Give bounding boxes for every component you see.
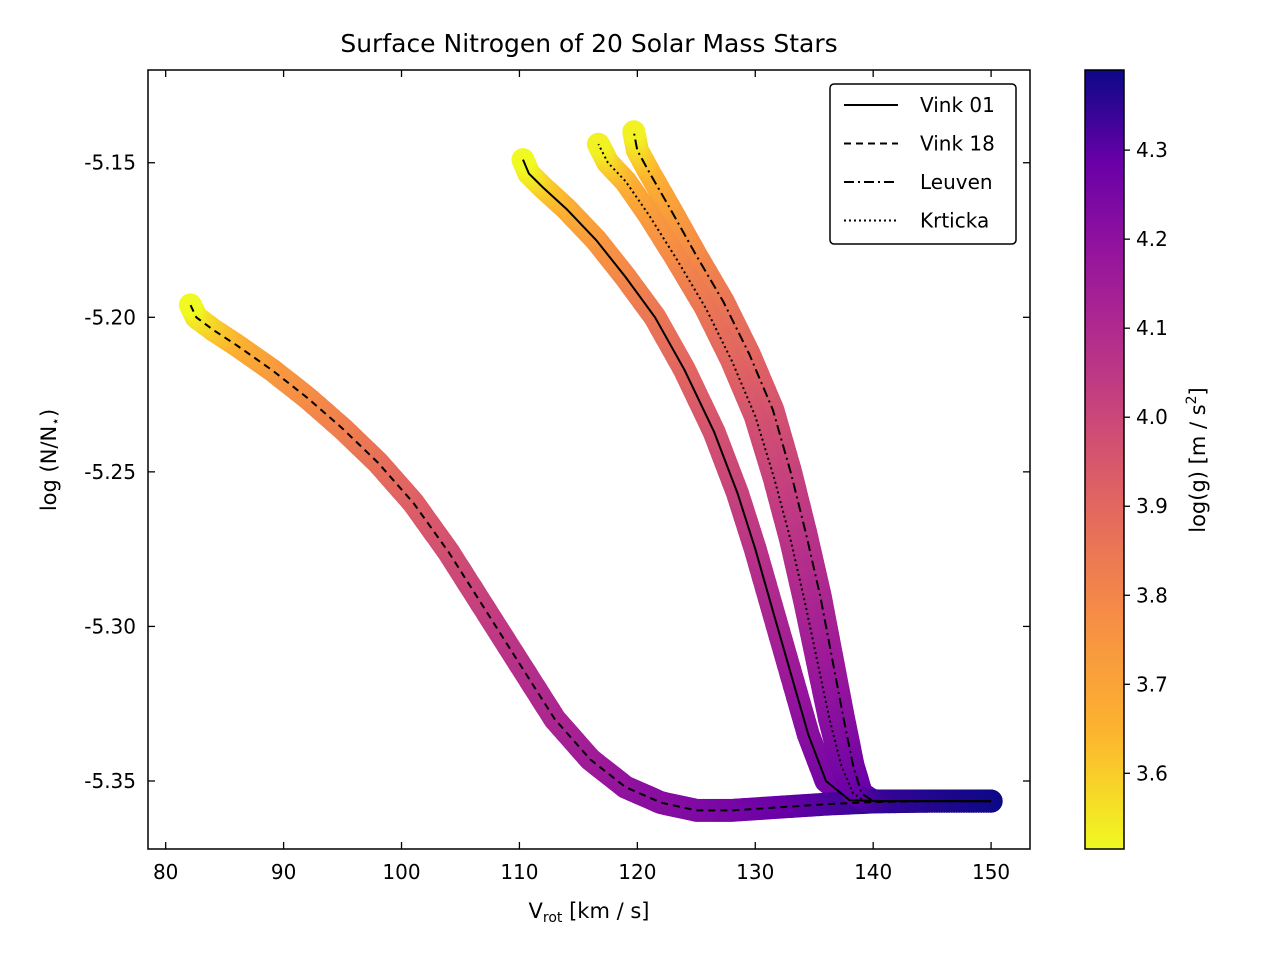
y-tick-label: -5.30: [84, 614, 136, 638]
x-axis-label: Vrot [km / s]: [529, 899, 650, 926]
data-markers: [178, 120, 1003, 822]
x-tick-label: 130: [736, 860, 774, 884]
y-tick-label: -5.25: [84, 460, 136, 484]
chart-title: Surface Nitrogen of 20 Solar Mass Stars: [340, 29, 837, 58]
colorbar: [1084, 69, 1125, 850]
colorbar-tick-label: 3.8: [1136, 583, 1168, 607]
legend-label: Krticka: [920, 209, 989, 233]
colorbar-tick-label: 4.2: [1136, 227, 1168, 251]
colorbar-tick-label: 3.7: [1136, 672, 1168, 696]
y-tick-label: -5.15: [84, 151, 136, 175]
legend-label: Leuven: [920, 170, 993, 194]
colorbar-tick-label: 3.6: [1136, 761, 1168, 785]
colorbar-tick-label: 4.3: [1136, 138, 1168, 162]
colorbar-label: log(g) [m / s2]: [1184, 387, 1210, 533]
colorbar-ticks: 3.6 3.7 3.8 3.9 4.0 4.1 4.2 4.3: [1124, 138, 1168, 785]
x-tick-label: 110: [500, 860, 538, 884]
series-marker: [178, 293, 202, 317]
x-tick-label: 140: [854, 860, 892, 884]
series-lines: [189, 131, 992, 812]
legend: Vink 01 Vink 18 Leuven Krticka: [829, 83, 1017, 245]
x-axis-ticks: 80 90 100 110 120 130 140 150: [153, 70, 1010, 884]
x-tick-label: 150: [972, 860, 1010, 884]
legend-box: [829, 83, 1017, 245]
series-line-4: [597, 143, 992, 803]
y-tick-label: -5.20: [84, 305, 136, 329]
colorbar-tick-label: 4.1: [1136, 316, 1168, 340]
plot-frame: [147, 69, 1031, 850]
legend-label: Vink 18: [920, 132, 995, 156]
colorbar-tick-label: 3.9: [1136, 494, 1168, 518]
y-tick-label: -5.35: [84, 769, 136, 793]
series-marker: [622, 120, 646, 144]
series-line-1: [522, 159, 992, 803]
colorbar-tick-label: 4.0: [1136, 405, 1168, 429]
x-tick-label: 80: [153, 860, 178, 884]
x-tick-label: 120: [618, 860, 656, 884]
x-tick-label: 100: [382, 860, 420, 884]
y-axis-ticks: -5.15 -5.20 -5.25 -5.30 -5.35: [84, 151, 1030, 793]
x-tick-label: 90: [271, 860, 296, 884]
series-line-2: [189, 304, 992, 812]
y-axis-label: log (N/N⋆): [37, 409, 64, 511]
legend-label: Vink 01: [920, 93, 995, 117]
